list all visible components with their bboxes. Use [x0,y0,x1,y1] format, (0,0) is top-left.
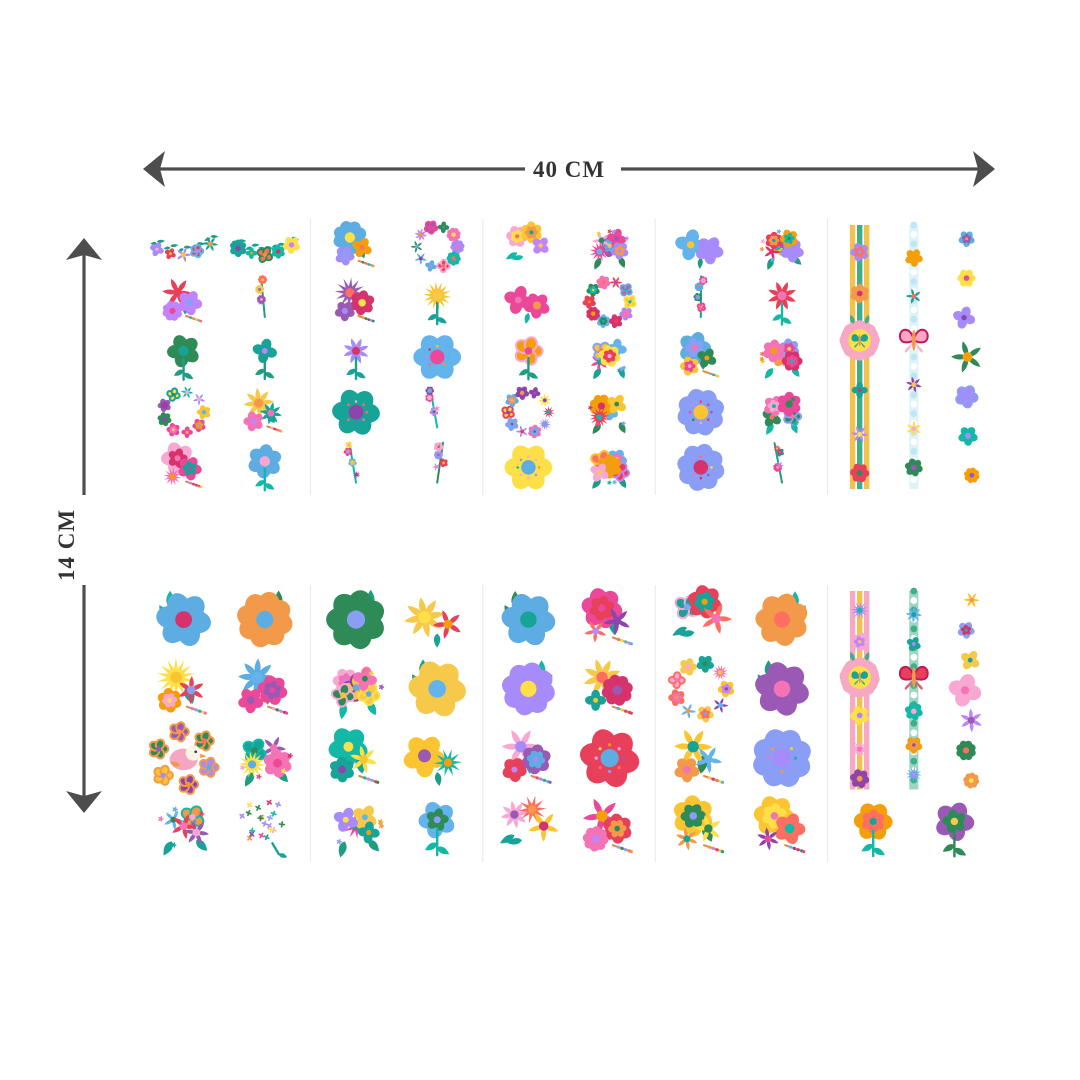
svg-text:14 CM: 14 CM [54,509,79,581]
svg-text:40 CM: 40 CM [533,157,605,182]
